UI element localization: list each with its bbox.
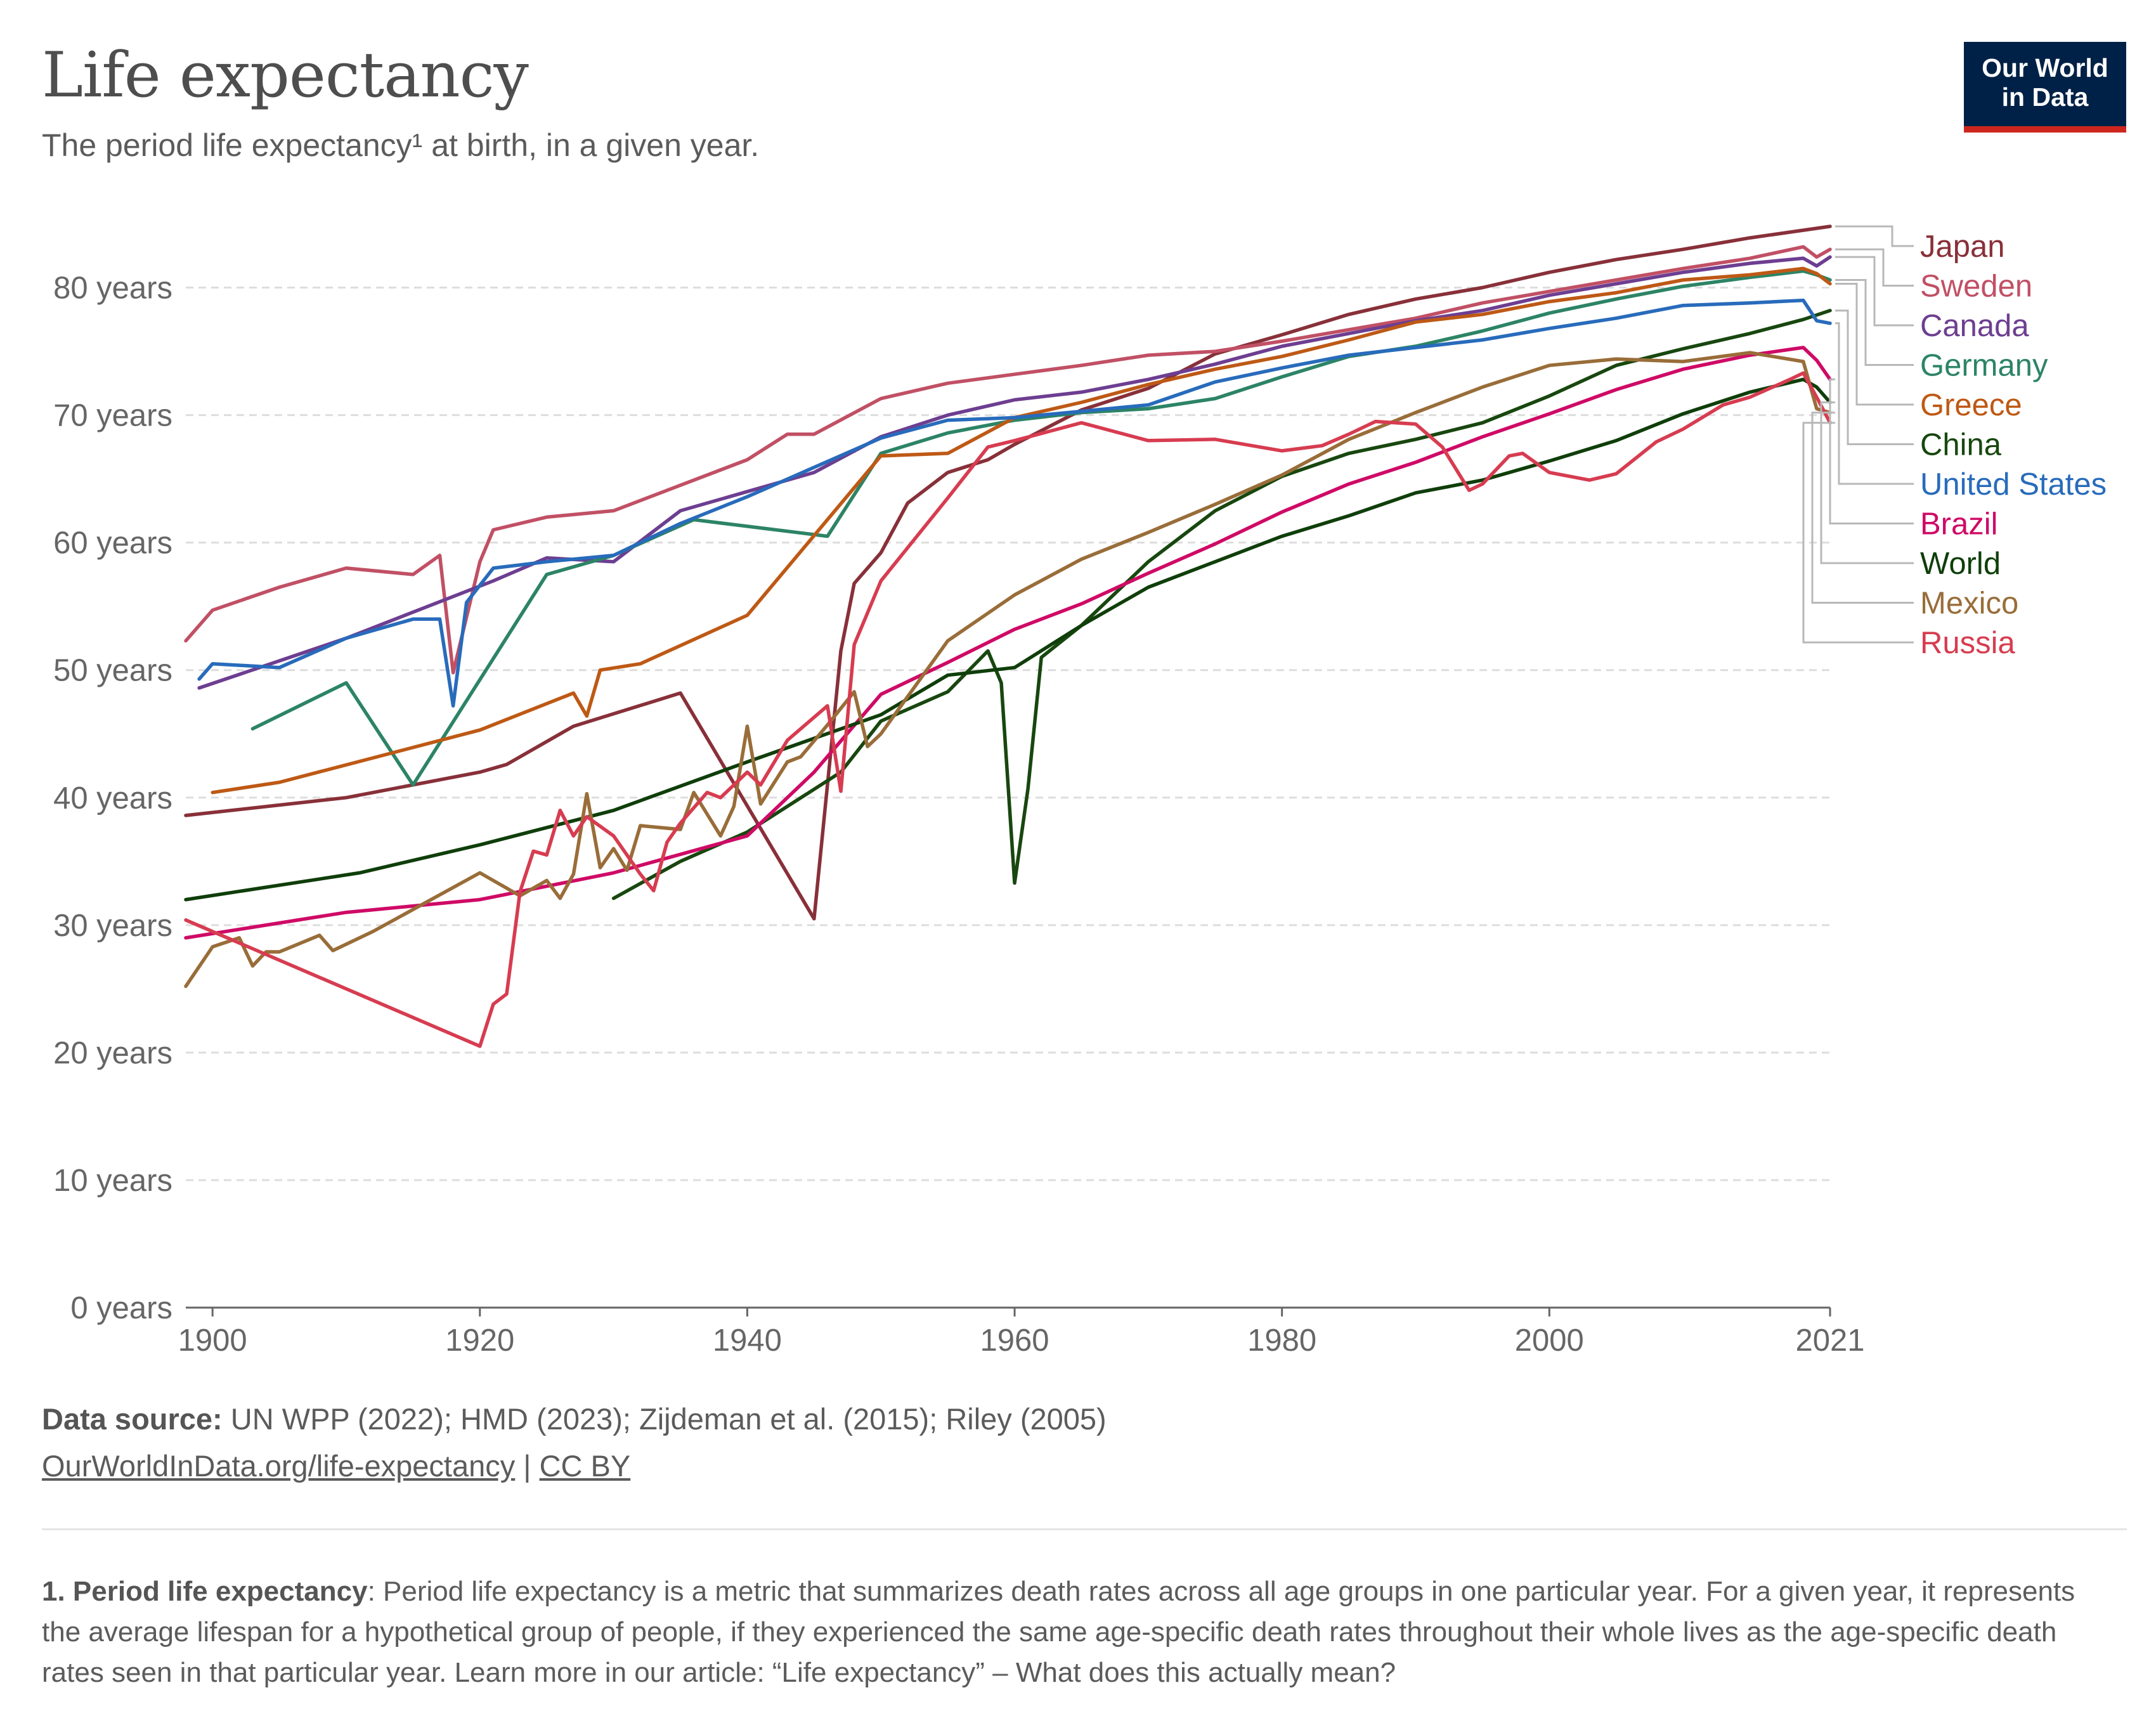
series-line-greece [211,266,1832,795]
footer-links: OurWorldInData.org/life-expectancy | CC … [42,1448,630,1483]
legend-connector [1802,422,1914,644]
y-tick-label: 20 years [53,1036,172,1070]
x-tick-label: 1940 [713,1323,782,1358]
chart-subtitle: The period life expectancy¹ at birth, in… [42,127,760,163]
footnote: 1. Period life expectancy: Period life e… [42,1571,2084,1693]
y-axis: 0 years 10 years 20 years 30 years 40 years 5… [53,271,172,1325]
y-tick-label: 50 years [53,654,172,688]
logo-line-1: Our World [1982,53,2108,82]
grid-lines [186,287,1830,1181]
legend-label-mexico: Mexico [1920,587,2018,621]
legend-label-canada: Canada [1920,309,2029,343]
legend-label-germany: Germany [1920,349,2048,383]
y-tick-label: 30 years [53,909,172,943]
y-tick-label: 70 years [53,399,172,433]
source-text: UN WPP (2022); HMD (2023); Zijdeman et a… [222,1402,1107,1436]
legend-connector [1811,412,1914,604]
legend-label-united-states: United States [1920,467,2107,502]
legend: Japan Sweden Canada Germany Greece China Unite… [1802,225,2107,660]
legend-connector [1835,256,1914,327]
legend-label-greece: Greece [1920,388,2022,422]
data-source: Data source: UN WPP (2022); HMD (2023); … [42,1401,1107,1436]
series-line-world [184,377,1832,902]
y-tick-label: 10 years [53,1164,172,1198]
legend-connector [1835,248,1914,287]
owid-logo[interactable]: Our World in Data [1964,42,2126,133]
series-line-mexico [184,351,1832,989]
legend-label-japan: Japan [1920,230,2005,264]
series-line-canada [197,255,1832,690]
series-line-germany [250,269,1832,787]
line-chart[interactable]: 0 years 10 years 20 years 30 years 40 years 5… [0,190,2156,1382]
footnote-label: 1. Period life expectancy [42,1576,368,1607]
y-tick-label: 80 years [53,271,172,306]
series-line-japan [184,224,1832,921]
legend-connector [1835,283,1914,406]
legend-connector [1835,225,1914,247]
x-tick-label: 1900 [178,1323,247,1358]
series-line-china [611,308,1832,900]
series-line-russia [184,371,1832,1048]
chart-link[interactable]: OurWorldInData.org/life-expectancy [42,1449,516,1483]
logo-line-2: in Data [2001,82,2089,112]
series-line-sweden [184,245,1832,675]
link-separator: | [515,1449,540,1483]
y-tick-label: 40 years [53,781,172,816]
legend-label-world: World [1920,547,2001,581]
series-lines [184,224,1832,1048]
x-tick-label: 1960 [980,1323,1049,1358]
license-link[interactable]: CC BY [539,1449,631,1483]
legend-label-china: China [1920,428,2002,462]
legend-connector [1820,401,1914,564]
y-tick-label: 60 years [53,526,172,561]
x-axis: 1900 1920 1940 1960 1980 2000 2021 [178,1306,1865,1358]
legend-connector [1835,322,1914,485]
legend-label-sweden: Sweden [1920,270,2032,304]
series-line-united-states [197,298,1832,708]
legend-label-russia: Russia [1920,626,2016,660]
chart-title: Life expectancy [42,39,529,112]
x-tick-label: 1920 [445,1323,514,1358]
legend-label-brazil: Brazil [1920,507,1998,542]
legend-connector [1829,378,1914,524]
footer-divider [42,1528,2127,1530]
y-tick-label: 0 years [70,1291,172,1325]
legend-connector [1835,279,1914,366]
x-tick-label: 2021 [1795,1323,1864,1358]
x-tick-label: 2000 [1515,1323,1584,1358]
series-line-brazil [184,346,1832,940]
x-tick-label: 1980 [1247,1323,1316,1358]
footnote-text: : Period life expectancy is a metric tha… [42,1576,2075,1688]
legend-connector [1835,309,1914,445]
source-label: Data source: [42,1402,223,1436]
